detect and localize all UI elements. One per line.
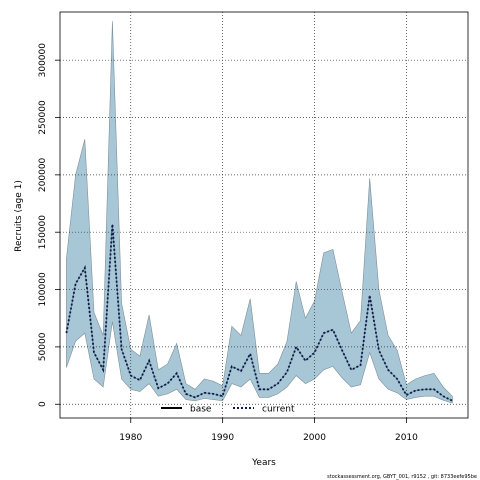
y-tick-layer: 0 50000 100000 150000 200000 250000 300000 — [38, 43, 60, 407]
y-axis-label: Recruits (age 1) — [14, 180, 24, 252]
y-tick-label: 50000 — [38, 332, 48, 361]
legend-label-base: base — [190, 405, 212, 415]
confidence-band — [66, 21, 453, 404]
legend-label-current: current — [262, 405, 295, 415]
y-tick-label: 200000 — [38, 157, 48, 192]
x-tick-label: 2000 — [303, 433, 326, 443]
series-line-layer — [65, 224, 453, 402]
x-tick-layer: 1980 1990 2000 2010 — [119, 418, 418, 443]
series-line-current — [65, 224, 453, 402]
y-tick-label: 150000 — [38, 215, 48, 250]
x-tick-label: 1990 — [211, 433, 234, 443]
x-tick-label: 2010 — [395, 433, 418, 443]
y-tick-label: 0 — [38, 401, 48, 407]
x-axis-label: Years — [251, 458, 276, 468]
grid-layer — [60, 12, 468, 418]
footer-note: stockassessment.org, GBYT_001, r9152 , g… — [327, 474, 477, 480]
y-tick-label: 100000 — [38, 272, 48, 307]
confidence-band-layer — [66, 21, 453, 404]
plot-frame — [59, 11, 469, 419]
x-tick-label: 1980 — [119, 433, 142, 443]
y-tick-label: 300000 — [38, 43, 48, 78]
y-tick-label: 250000 — [38, 100, 48, 135]
legend: base current — [161, 405, 295, 415]
